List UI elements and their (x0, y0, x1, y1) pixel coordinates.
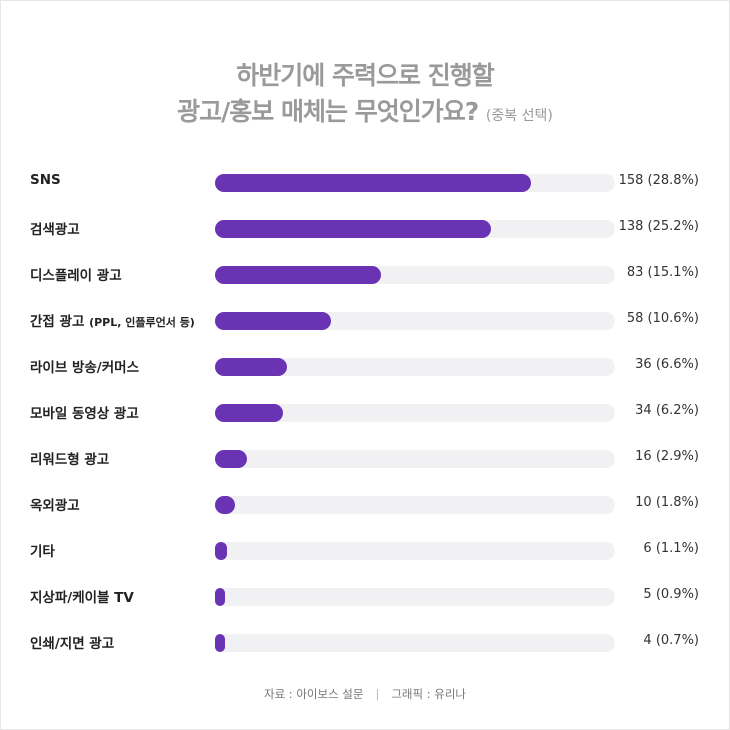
category-label: 기타 (30, 544, 55, 560)
source-text: 자료 : 아이보스 설문 (263, 687, 364, 701)
chart-title-line2: 광고/홍보 매체는 무엇인가요? (중복 선택) (0, 92, 730, 128)
credit-text: 그래픽 : 유리나 (391, 687, 467, 701)
category-label: 디스플레이 광고 (30, 268, 122, 284)
bar-track (215, 174, 615, 192)
chart-title-main: 광고/홍보 매체는 무엇인가요? (177, 97, 479, 126)
bar-row: 간접 광고 (PPL, 인플루언서 등) 58 (10.6%) (0, 308, 730, 332)
bar (215, 220, 491, 238)
value-label: 16 (2.9%) (635, 449, 699, 464)
category-label: 지상파/케이블 TV (30, 590, 134, 606)
value-label: 138 (25.2%) (618, 219, 699, 234)
chart-title-line1: 하반기에 주력으로 진행할 (236, 61, 494, 90)
category-label: 간접 광고 (PPL, 인플루언서 등) (30, 314, 195, 330)
bar (215, 588, 225, 606)
bar (215, 542, 227, 560)
bar (215, 450, 247, 468)
category-label: 옥외광고 (30, 498, 80, 514)
chart-footer: 자료 : 아이보스 설문 | 그래픽 : 유리나 (0, 686, 730, 702)
bar-row: 옥외광고 10 (1.8%) (0, 492, 730, 516)
bar-row: 모바일 동영상 광고 34 (6.2%) (0, 400, 730, 424)
bar-track (215, 496, 615, 514)
category-label: 검색광고 (30, 222, 80, 238)
bar-track (215, 266, 615, 284)
bar (215, 496, 235, 514)
footer-separator: | (375, 687, 380, 701)
bar-row: 기타 6 (1.1%) (0, 538, 730, 562)
bar-track (215, 542, 615, 560)
bar (215, 174, 531, 192)
bar (215, 312, 331, 330)
value-label: 58 (10.6%) (626, 311, 699, 326)
value-label: 34 (6.2%) (635, 403, 699, 418)
bar-track (215, 358, 615, 376)
bar (215, 358, 287, 376)
bar-track (215, 450, 615, 468)
chart-title-note: (중복 선택) (485, 108, 553, 124)
category-label: 모바일 동영상 광고 (30, 406, 139, 422)
bar-track (215, 588, 615, 606)
value-label: 4 (0.7%) (643, 633, 699, 648)
bar-track (215, 404, 615, 422)
bar (215, 634, 225, 652)
bar-track (215, 312, 615, 330)
category-label: SNS (30, 172, 61, 188)
bar-row: SNS 158 (28.8%) (0, 170, 730, 194)
category-label: 인쇄/지면 광고 (30, 636, 115, 652)
value-label: 5 (0.9%) (643, 587, 699, 602)
value-label: 83 (15.1%) (626, 265, 699, 280)
bar-row: 디스플레이 광고 83 (15.1%) (0, 262, 730, 286)
value-label: 6 (1.1%) (643, 541, 699, 556)
value-label: 10 (1.8%) (635, 495, 699, 510)
value-label: 158 (28.8%) (618, 173, 699, 188)
category-label: 라이브 방송/커머스 (30, 360, 139, 376)
bar-row: 인쇄/지면 광고 4 (0.7%) (0, 630, 730, 654)
category-label: 리워드형 광고 (30, 452, 110, 468)
value-label: 36 (6.6%) (635, 357, 699, 372)
bar-row: 라이브 방송/커머스 36 (6.6%) (0, 354, 730, 378)
bar-track (215, 220, 615, 238)
bar-row: 지상파/케이블 TV 5 (0.9%) (0, 584, 730, 608)
bar (215, 404, 283, 422)
bar-row: 리워드형 광고 16 (2.9%) (0, 446, 730, 470)
bar (215, 266, 381, 284)
bar-track (215, 634, 615, 652)
bar-row: 검색광고 138 (25.2%) (0, 216, 730, 240)
